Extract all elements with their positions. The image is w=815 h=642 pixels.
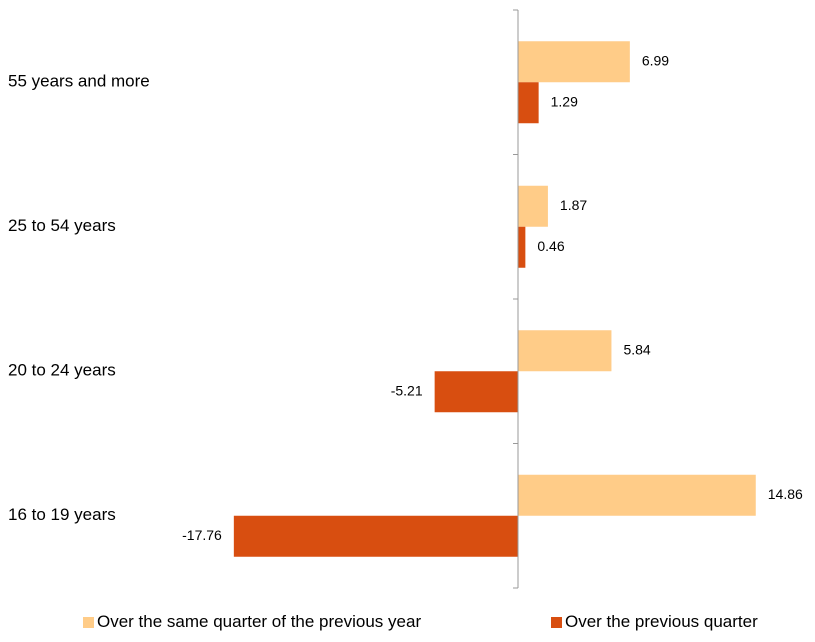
bars — [233, 41, 756, 557]
category-label: 16 to 19 years — [8, 505, 116, 524]
bar — [233, 515, 518, 557]
data-label: 1.29 — [551, 93, 578, 109]
bar — [434, 371, 518, 413]
data-label: 1.87 — [560, 197, 587, 213]
category-label: 55 years and more — [8, 72, 150, 91]
value-axis — [513, 9, 519, 589]
data-labels: 6.99 1.29 1.87 0.46 5.84 -5.21 14.86 -17.76 — [182, 52, 803, 543]
bar — [518, 474, 756, 516]
data-label: -17.76 — [182, 527, 222, 543]
data-label: 14.86 — [768, 486, 803, 502]
legend-label: Over the same quarter of the previous ye… — [97, 612, 421, 631]
data-label: 0.46 — [537, 238, 564, 254]
bar — [518, 330, 612, 372]
legend: Over the same quarter of the previous ye… — [83, 612, 758, 631]
data-label: 5.84 — [623, 341, 650, 357]
category-label: 20 to 24 years — [8, 361, 116, 380]
bar — [518, 226, 526, 268]
bar — [518, 82, 539, 124]
legend-swatch — [551, 617, 562, 628]
legend-swatch — [83, 617, 94, 628]
category-label: 25 to 54 years — [8, 216, 116, 235]
bar — [518, 41, 630, 83]
category-labels: 55 years and more 25 to 54 years 20 to 24 … — [8, 72, 150, 525]
legend-label: Over the previous quarter — [565, 612, 758, 631]
bar — [518, 185, 548, 227]
data-label: -5.21 — [391, 382, 423, 398]
data-label: 6.99 — [642, 52, 669, 68]
